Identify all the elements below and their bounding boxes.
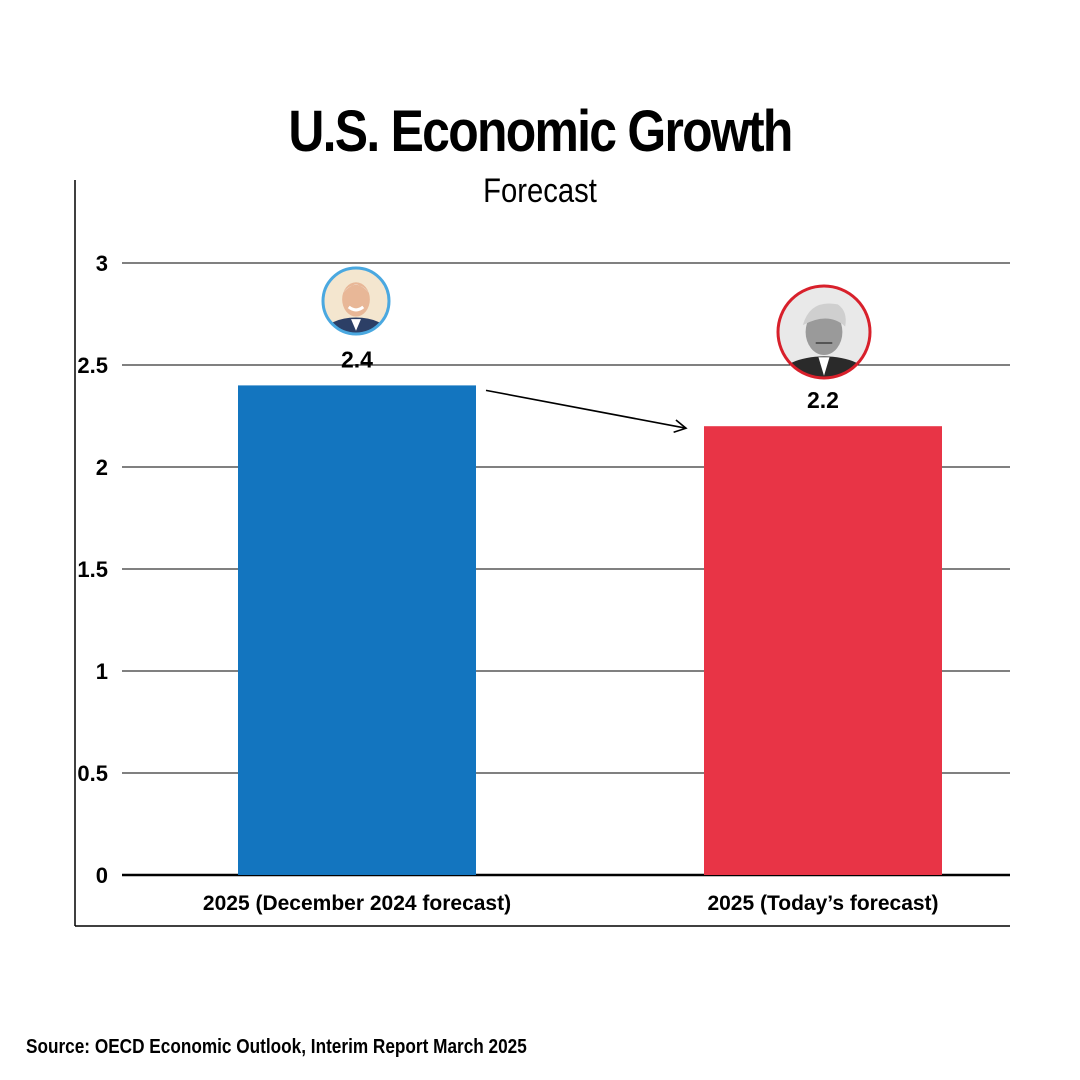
bar	[238, 385, 476, 875]
arrow-head	[673, 419, 688, 433]
bar	[704, 426, 942, 875]
y-tick-label: 0.5	[77, 761, 108, 786]
bar-chart: 0 0.5 1 1.5 2 2.5 3 2.4 2025 (December 2024 for…	[74, 180, 1010, 927]
grayscale-man-portrait-icon	[776, 284, 872, 380]
y-tick-label: 2.5	[77, 353, 108, 378]
x-category-label: 2025 (December 2024 forecast)	[203, 892, 511, 915]
y-tick-label: 3	[96, 251, 108, 276]
trend-arrow	[485, 389, 687, 429]
smiling-man-portrait-icon	[321, 266, 391, 336]
chart-subtitle: Forecast	[483, 172, 597, 210]
x-category-label: 2025 (Today’s forecast)	[707, 892, 938, 915]
y-tick-label: 1.5	[77, 557, 108, 582]
chart-title: U.S. Economic Growth	[288, 99, 793, 164]
source-note: Source: OECD Economic Outlook, Interim R…	[26, 1036, 527, 1058]
data-label: 2.2	[807, 387, 839, 413]
data-label: 2.4	[341, 346, 373, 372]
y-tick-label: 2	[96, 455, 108, 480]
y-tick-label: 1	[96, 659, 108, 684]
y-tick-label: 0	[96, 863, 108, 888]
